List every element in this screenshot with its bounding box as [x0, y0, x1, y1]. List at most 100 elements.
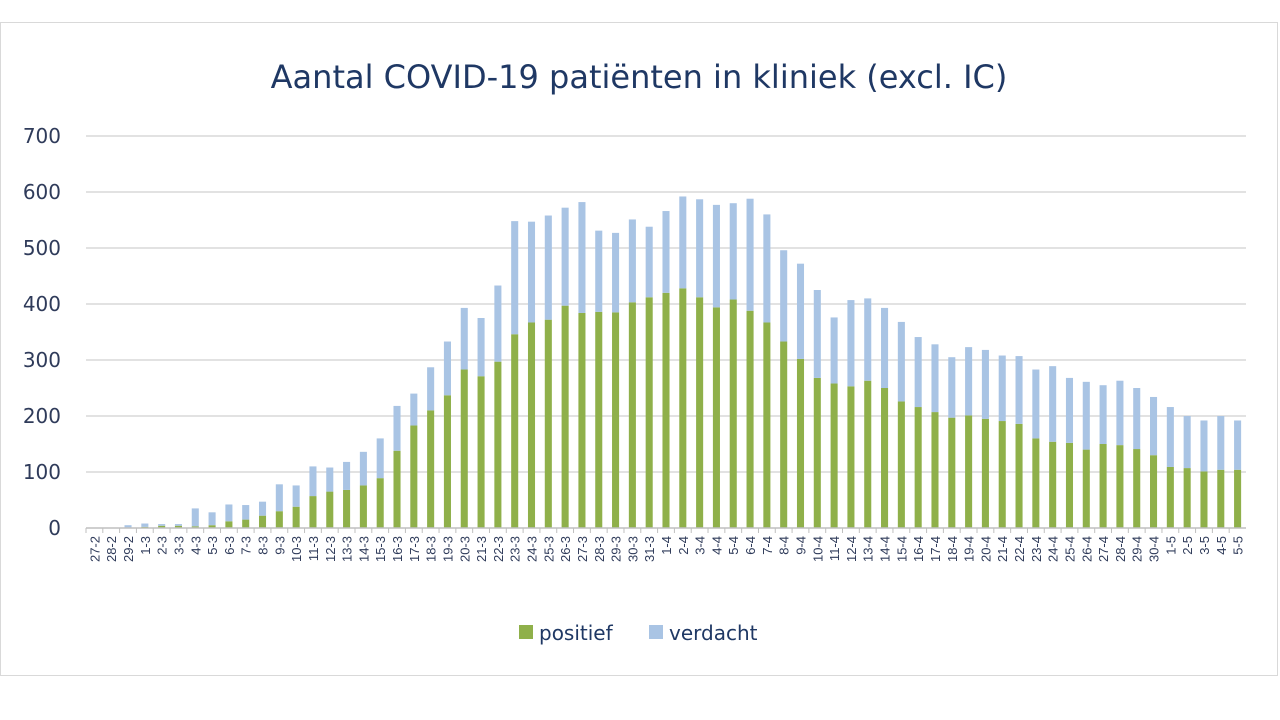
x-tick-label: 23-4 — [1029, 536, 1044, 562]
bar-verdacht — [174, 524, 182, 526]
x-tick-label: 9-3 — [272, 536, 287, 555]
legend-swatch-verdacht — [649, 625, 663, 639]
bar-verdacht — [1032, 369, 1040, 439]
bar-verdacht — [124, 525, 132, 528]
bar-verdacht — [965, 347, 973, 416]
legend-label-positief: positief — [539, 621, 614, 645]
bar-verdacht — [1150, 396, 1158, 456]
x-tick-label: 2-3 — [155, 536, 170, 555]
bar-verdacht — [1049, 366, 1057, 442]
bar-verdacht — [1116, 380, 1124, 446]
x-tick-label: 29-4 — [1130, 536, 1145, 562]
bar-positief — [410, 425, 418, 528]
x-tick-label: 22-3 — [491, 536, 506, 562]
bar-verdacht — [427, 367, 435, 411]
bar-verdacht — [628, 219, 636, 303]
x-tick-label: 3-5 — [1197, 536, 1212, 555]
bar-verdacht — [208, 512, 216, 526]
bar-verdacht — [645, 226, 653, 298]
x-tick-label: 17-4 — [928, 536, 943, 562]
bar-verdacht — [1015, 356, 1023, 424]
bar-positief — [494, 361, 502, 528]
x-tick-label: 4-5 — [1214, 536, 1229, 555]
bar-positief — [1217, 469, 1225, 528]
bar-verdacht — [897, 321, 905, 402]
x-tick-label: 14-3 — [356, 536, 371, 562]
x-tick-label: 23-3 — [508, 536, 523, 562]
x-tick-label: 11-4 — [827, 536, 842, 561]
bar-verdacht — [830, 317, 838, 384]
bar-positief — [326, 491, 334, 528]
x-tick-label: 6-4 — [743, 536, 758, 555]
y-tick-label: 500 — [23, 236, 61, 260]
x-tick-label: 4-4 — [709, 536, 724, 555]
bars — [124, 196, 1242, 528]
bar-positief — [897, 401, 905, 528]
bar-positief — [1015, 423, 1023, 528]
bar-verdacht — [595, 230, 603, 312]
bar-verdacht — [359, 451, 367, 486]
bar-verdacht — [275, 484, 283, 512]
bar-verdacht — [981, 349, 989, 419]
bar-positief — [1234, 469, 1242, 528]
bar-positief — [578, 312, 586, 528]
bar-verdacht — [309, 466, 317, 497]
x-tick-label: 3-3 — [171, 536, 186, 555]
bar-positief — [679, 288, 687, 528]
bar-positief — [763, 322, 771, 528]
y-tick-label: 400 — [23, 292, 61, 316]
bar-positief — [796, 358, 805, 528]
bar-positief — [813, 377, 821, 528]
bar-positief — [914, 407, 922, 528]
bar-verdacht — [796, 263, 805, 359]
bar-positief — [174, 525, 182, 528]
bar-verdacht — [292, 485, 300, 507]
x-tick-label: 16-4 — [911, 536, 926, 562]
bar-positief — [662, 292, 670, 528]
x-tick-label: 26-3 — [558, 536, 573, 562]
bar-positief — [561, 305, 569, 528]
bar-verdacht — [511, 221, 519, 335]
bar-verdacht — [763, 214, 771, 323]
bar-positief — [460, 369, 468, 528]
x-tick-label: 6-3 — [222, 536, 237, 555]
x-tick-label: 15-3 — [373, 536, 388, 562]
x-tick-label: 5-3 — [205, 536, 220, 555]
bar-verdacht — [780, 250, 788, 342]
x-tick-label: 8-3 — [256, 536, 271, 555]
bar-positief — [343, 489, 351, 528]
x-tick-label: 22-4 — [1012, 536, 1027, 562]
x-tick-label: 20-3 — [457, 536, 472, 562]
bar-verdacht — [258, 501, 267, 516]
chart-canvas: Aantal COVID-19 patiënten in kliniek (ex… — [23, 58, 1246, 645]
bar-verdacht — [494, 285, 502, 362]
x-tick-label: 10-3 — [289, 536, 304, 562]
bar-verdacht — [1234, 420, 1242, 470]
x-tick-label: 2-5 — [1180, 536, 1195, 555]
bar-verdacht — [343, 461, 351, 490]
bar-verdacht — [326, 467, 334, 492]
bar-verdacht — [696, 199, 704, 298]
x-tick-label: 28-2 — [104, 536, 119, 562]
bar-positief — [511, 334, 519, 528]
bar-positief — [628, 302, 636, 528]
x-tick-label: 7-4 — [760, 536, 775, 555]
x-tick-label: 16-3 — [390, 536, 405, 562]
bar-positief — [359, 485, 367, 528]
legend-label-verdacht: verdacht — [669, 621, 758, 645]
bar-verdacht — [1166, 407, 1174, 467]
bar-positief — [1032, 438, 1040, 528]
x-tick-label: 17-3 — [407, 536, 422, 562]
bar-positief — [1099, 444, 1107, 528]
bar-verdacht — [477, 318, 485, 377]
bar-positief — [712, 307, 720, 528]
x-tick-label: 19-3 — [440, 536, 455, 562]
bar-positief — [191, 526, 199, 528]
legend: positief verdacht — [519, 621, 758, 645]
bar-verdacht — [948, 357, 956, 418]
bar-positief — [477, 376, 485, 528]
x-tick-label: 4-3 — [188, 536, 203, 555]
bar-positief — [981, 418, 989, 528]
bar-positief — [443, 395, 451, 528]
x-tick-label: 1-5 — [1163, 536, 1178, 555]
